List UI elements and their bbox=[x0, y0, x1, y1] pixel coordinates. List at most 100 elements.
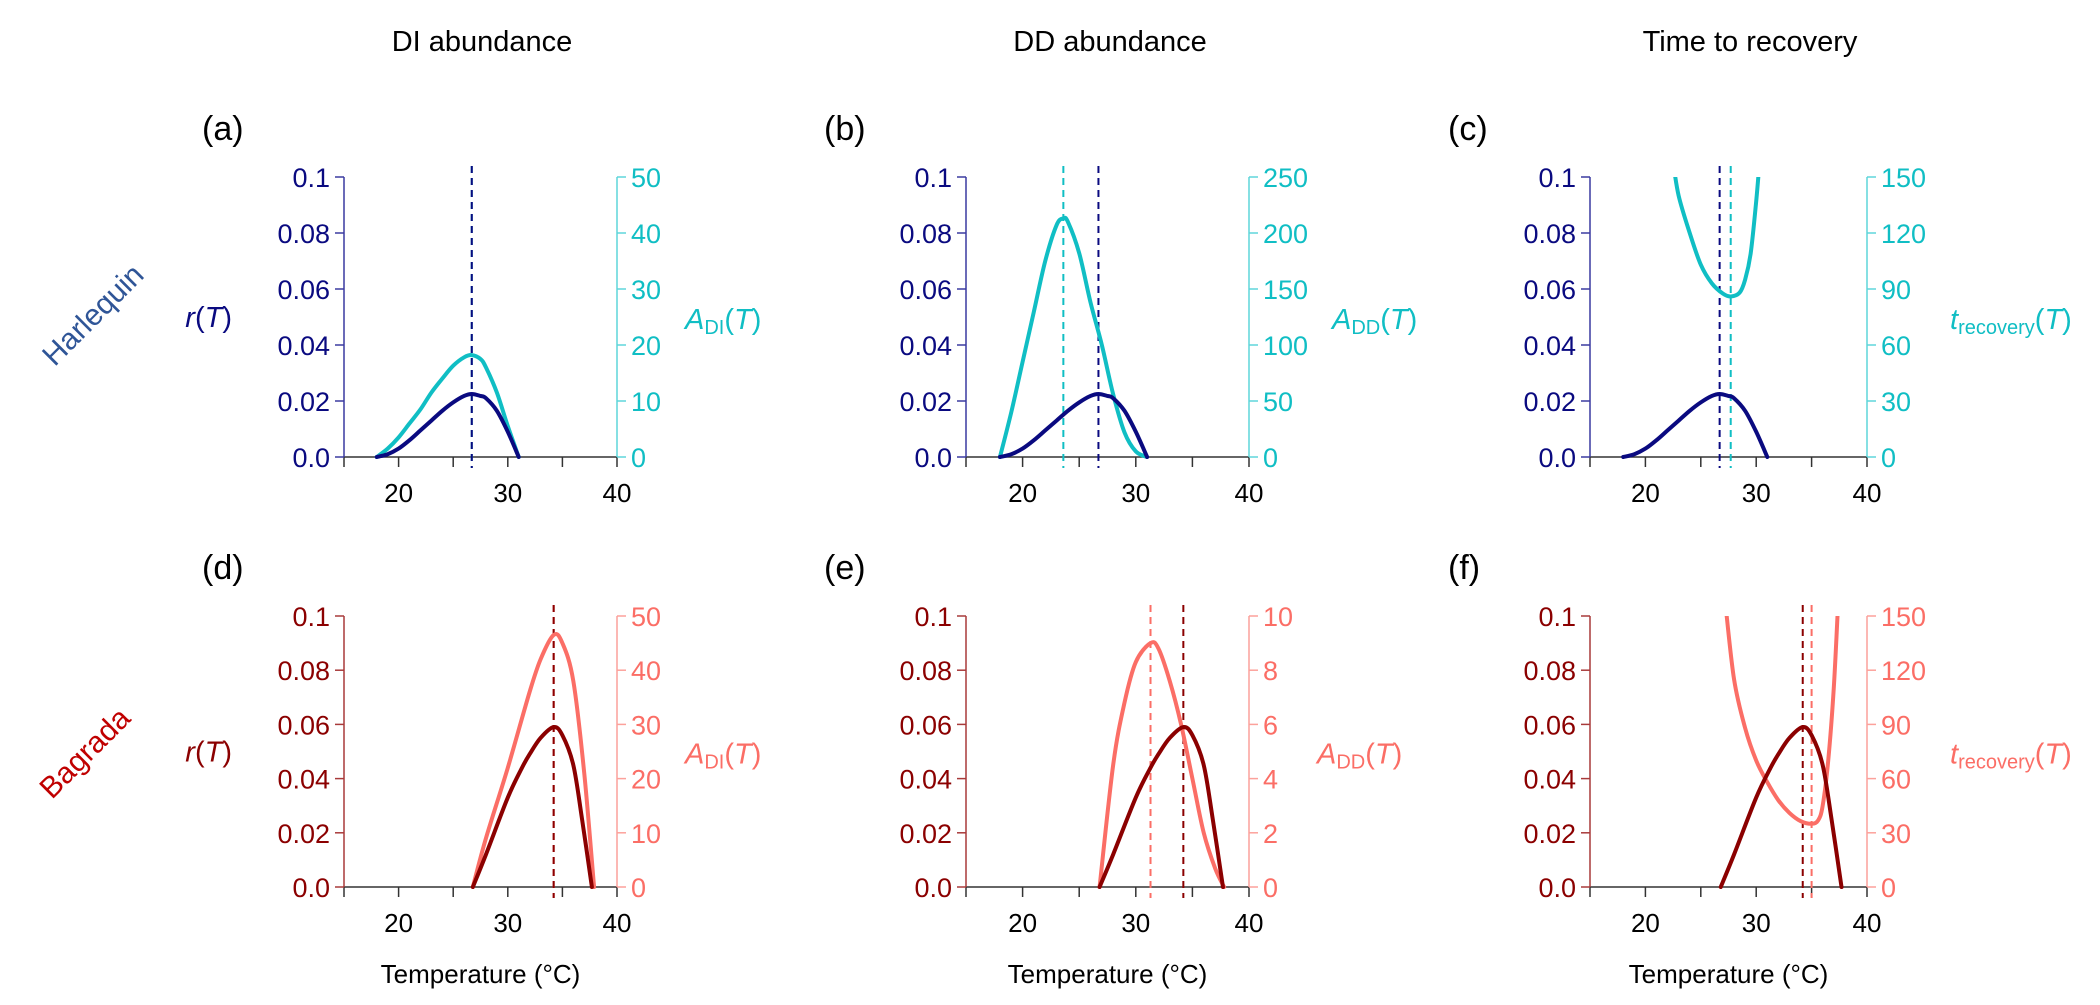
panel-d: (d) 20 30 40 Temperature (°C) 0.0 0.02 0.04 0.06… bbox=[185, 549, 761, 989]
right-y-tick-label: 250 bbox=[1263, 163, 1308, 193]
axis-title-argument: T bbox=[2044, 304, 2064, 336]
right-y-tick-label: 50 bbox=[631, 602, 661, 632]
axis-title-paren: ) bbox=[222, 737, 232, 769]
axis-title-argument: T bbox=[1375, 739, 1395, 771]
right-y-tick-label: 50 bbox=[631, 163, 661, 193]
left-y-tick-label: 0.04 bbox=[1523, 331, 1576, 361]
axis-title-paren: ) bbox=[222, 302, 232, 334]
left-y-tick-label: 0.02 bbox=[1523, 819, 1576, 849]
right-y-axis-title: ADI(T) bbox=[683, 304, 761, 339]
axis-title-symbol: r bbox=[185, 737, 196, 769]
x-tick-label: 20 bbox=[1008, 478, 1037, 508]
left-y-tick-label: 0.08 bbox=[1523, 656, 1576, 686]
left-y-tick-label: 0.06 bbox=[1523, 275, 1576, 305]
left-y-tick-label: 0.1 bbox=[914, 602, 952, 632]
column-heading-time-to-recovery: Time to recovery bbox=[1643, 26, 1858, 58]
axis-title-argument: T bbox=[1390, 304, 1410, 336]
left-y-tick-label: 0.06 bbox=[277, 275, 330, 305]
right-y-tick-label: 30 bbox=[631, 710, 661, 740]
axis-title-paren: ( bbox=[1365, 739, 1375, 771]
right-y-tick-label: 0 bbox=[1263, 873, 1278, 903]
left-y-tick-label: 0.04 bbox=[899, 331, 952, 361]
panels: (a)20 30 400.00.020.040.060.080.1r(T)01020… bbox=[185, 110, 2072, 989]
axis-title-symbol: A bbox=[1330, 304, 1351, 336]
left-y-tick-label: 0.0 bbox=[914, 443, 952, 473]
left-y-tick-label: 0.06 bbox=[277, 710, 330, 740]
axis-title-symbol: A bbox=[683, 739, 704, 771]
right-y-tick-label: 40 bbox=[631, 656, 661, 686]
left-y-tick-label: 0.1 bbox=[1538, 602, 1576, 632]
axis-title-argument: T bbox=[205, 737, 225, 769]
column-heading-dd-abundance: DD abundance bbox=[1013, 26, 1206, 58]
right-y-axis-title: trecovery(T) bbox=[1950, 304, 2072, 339]
panel-label: (d) bbox=[202, 549, 244, 587]
left-y-tick-label: 0.02 bbox=[277, 819, 330, 849]
panel-label: (c) bbox=[1448, 110, 1488, 148]
axis-title-symbol: t bbox=[1950, 739, 1960, 771]
axis-title-paren: ( bbox=[2035, 304, 2045, 336]
left-y-tick-label: 0.04 bbox=[1523, 765, 1576, 795]
axis-title-subscript: DD bbox=[1351, 317, 1380, 339]
column-heading-di-abundance: DI abundance bbox=[392, 26, 573, 58]
panel-label: (b) bbox=[824, 110, 866, 148]
right-y-tick-label: 0 bbox=[631, 873, 646, 903]
left-y-tick-label: 0.02 bbox=[277, 387, 330, 417]
left-y-tick-label: 0.06 bbox=[1523, 710, 1576, 740]
right-y-axis-title: ADI(T) bbox=[683, 739, 761, 774]
left-y-tick-label: 0.0 bbox=[292, 873, 330, 903]
left-y-tick-label: 0.02 bbox=[899, 387, 952, 417]
panel-label: (f) bbox=[1448, 549, 1480, 587]
right-y-tick-label: 60 bbox=[1881, 331, 1911, 361]
left-y-tick-label: 0.0 bbox=[1538, 443, 1576, 473]
x-tick-label: 40 bbox=[1853, 478, 1882, 508]
x-tick-label: 30 bbox=[1742, 908, 1771, 938]
right-y-tick-label: 20 bbox=[631, 331, 661, 361]
panel-label: (a) bbox=[202, 110, 244, 148]
left-y-tick-label: 0.1 bbox=[914, 163, 952, 193]
axis-title-paren: ( bbox=[2035, 739, 2045, 771]
right-y-tick-label: 150 bbox=[1881, 602, 1926, 632]
panel-c: (c) 20 30 40 0.0 0.02 0.04 0.06 0.08 0.1 0 30 60 90 12… bbox=[1448, 110, 2072, 508]
panel-a: (a)20 30 400.00.020.040.060.080.1r(T)01020… bbox=[185, 110, 761, 508]
x-tick-label: 30 bbox=[493, 908, 522, 938]
axis-title-subscript: DD bbox=[1336, 752, 1365, 774]
right-y-axis-title: trecovery(T) bbox=[1950, 739, 2072, 774]
left-y-tick-label: 0.08 bbox=[277, 656, 330, 686]
right-y-tick-label: 0 bbox=[1881, 873, 1896, 903]
r-curve bbox=[1097, 725, 1225, 889]
panel-label: (e) bbox=[824, 549, 866, 587]
left-y-tick-label: 0.04 bbox=[277, 331, 330, 361]
x-tick-label: 30 bbox=[1121, 478, 1150, 508]
axis-title-paren: ) bbox=[752, 304, 762, 336]
axis-title-symbol: A bbox=[1315, 739, 1336, 771]
right-y-tick-label: 10 bbox=[631, 819, 661, 849]
x-axis-title: Temperature (°C) bbox=[1629, 959, 1829, 989]
axis-title-paren: ( bbox=[195, 302, 205, 334]
x-tick-label: 20 bbox=[1631, 478, 1660, 508]
r-curve bbox=[470, 725, 594, 889]
x-tick-label: 20 bbox=[384, 478, 413, 508]
axis-title-subscript: DI bbox=[704, 752, 724, 774]
panel-b: (b) 20 30 40 0.0 0.02 0.04 0.06 0.08 0.1 0 50 100 150… bbox=[824, 110, 1417, 508]
left-y-tick-label: 0.04 bbox=[277, 765, 330, 795]
right-y-tick-label: 200 bbox=[1263, 219, 1308, 249]
right-y-tick-label: 2 bbox=[1263, 819, 1278, 849]
left-y-tick-label: 0.06 bbox=[899, 275, 952, 305]
left-y-tick-label: 0.0 bbox=[914, 873, 952, 903]
x-tick-label: 40 bbox=[603, 478, 632, 508]
right-y-tick-label: 30 bbox=[1881, 819, 1911, 849]
metric-curve bbox=[1097, 640, 1227, 889]
right-y-tick-label: 8 bbox=[1263, 656, 1278, 686]
axis-title-subscript: recovery bbox=[1958, 752, 2035, 774]
right-y-tick-label: 30 bbox=[1881, 387, 1911, 417]
x-tick-label: 30 bbox=[1742, 478, 1771, 508]
right-y-tick-label: 100 bbox=[1263, 331, 1308, 361]
right-y-tick-label: 50 bbox=[1263, 387, 1293, 417]
left-y-tick-label: 0.08 bbox=[277, 219, 330, 249]
metric-curve bbox=[997, 215, 1150, 459]
x-axis-title: Temperature (°C) bbox=[381, 959, 581, 989]
right-y-tick-label: 120 bbox=[1881, 219, 1926, 249]
right-y-tick-label: 0 bbox=[1881, 443, 1896, 473]
axis-title-paren: ( bbox=[724, 304, 734, 336]
